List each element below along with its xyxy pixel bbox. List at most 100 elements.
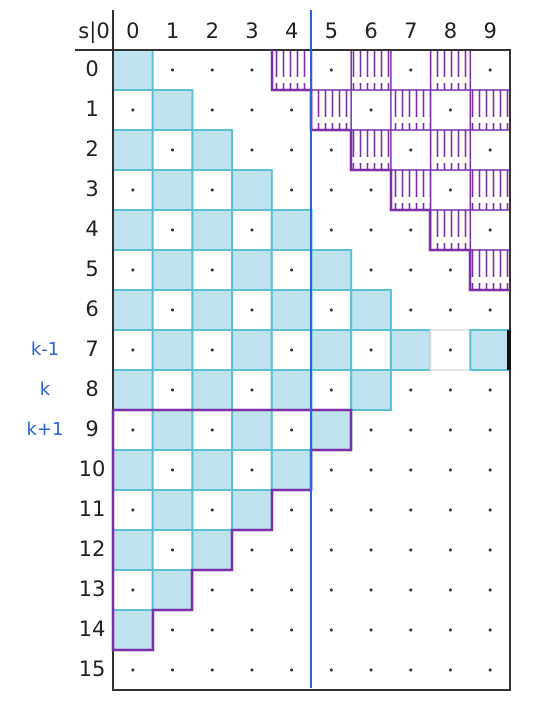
hatched-cell [271,49,313,91]
dot [290,428,294,432]
cell [231,209,273,251]
cell [191,209,234,251]
cell [112,369,154,411]
dot [369,508,373,512]
cell [231,329,273,371]
dot [409,68,413,72]
dot [131,108,135,112]
cell [112,529,154,571]
dot [290,148,294,152]
dot [290,668,294,672]
dot [250,308,254,312]
cell [469,329,511,371]
dot [329,628,333,632]
cell [310,249,353,291]
dot [369,588,373,592]
cell [151,409,194,451]
dot [290,588,294,592]
row-label: 6 [85,297,98,321]
dot [409,268,413,272]
dot [409,388,413,392]
dot [369,348,373,352]
dot [409,468,413,472]
side-label: k [40,379,51,400]
cell [231,409,273,451]
dot [488,148,492,152]
dot [369,668,373,672]
dot [329,188,333,192]
corner-label: s|0 [78,19,109,44]
dot [250,628,254,632]
cell [151,249,194,291]
dot [250,548,254,552]
dot [329,548,333,552]
dot [329,308,333,312]
cells [112,49,511,672]
dot [131,508,135,512]
dot [488,68,492,72]
hatched-cell [390,169,432,211]
column-label: 4 [285,19,298,43]
lower-outline [111,408,353,652]
dot [131,588,135,592]
cell [191,529,234,571]
hatched-cell [469,89,511,131]
column-label: 0 [126,19,139,43]
cell [350,369,392,411]
dot [250,228,254,232]
dot [171,68,175,72]
row-label: 11 [79,497,106,521]
dot [448,108,452,112]
dot [290,628,294,632]
cell [231,249,273,291]
dot [409,668,413,672]
cell [310,329,353,371]
row-label: 7 [85,337,98,361]
column-label: 5 [325,19,338,43]
dot [369,108,373,112]
dot [210,588,214,592]
cell [151,329,194,371]
edge-mark [507,330,511,370]
dot [210,668,214,672]
dot [448,668,452,672]
dot [488,228,492,232]
dot [329,228,333,232]
dot [488,508,492,512]
cell [151,489,194,531]
cell [350,289,392,331]
cell [191,369,234,411]
dot [488,668,492,672]
cell [151,169,194,211]
column-label: 3 [245,19,258,43]
row-label: 9 [85,417,98,441]
dot [250,468,254,472]
dot [171,548,175,552]
dot [290,188,294,192]
column-label: 8 [444,19,457,43]
dot [210,348,214,352]
dot [448,388,452,392]
dot [329,388,333,392]
dot [290,348,294,352]
column-label: 1 [166,19,179,43]
dot [448,548,452,552]
side-label: k+1 [27,419,64,440]
dot [250,388,254,392]
cell [112,209,154,251]
dot [171,148,175,152]
cell [191,489,234,531]
dot [488,628,492,632]
row-label: 5 [85,257,98,281]
dot [409,228,413,232]
dot [448,188,452,192]
dot [409,148,413,152]
cell [191,289,234,331]
hatched-cell [469,249,511,291]
dot [131,188,135,192]
dot [488,308,492,312]
row-label: 1 [85,97,98,121]
dot [171,388,175,392]
dot [329,68,333,72]
